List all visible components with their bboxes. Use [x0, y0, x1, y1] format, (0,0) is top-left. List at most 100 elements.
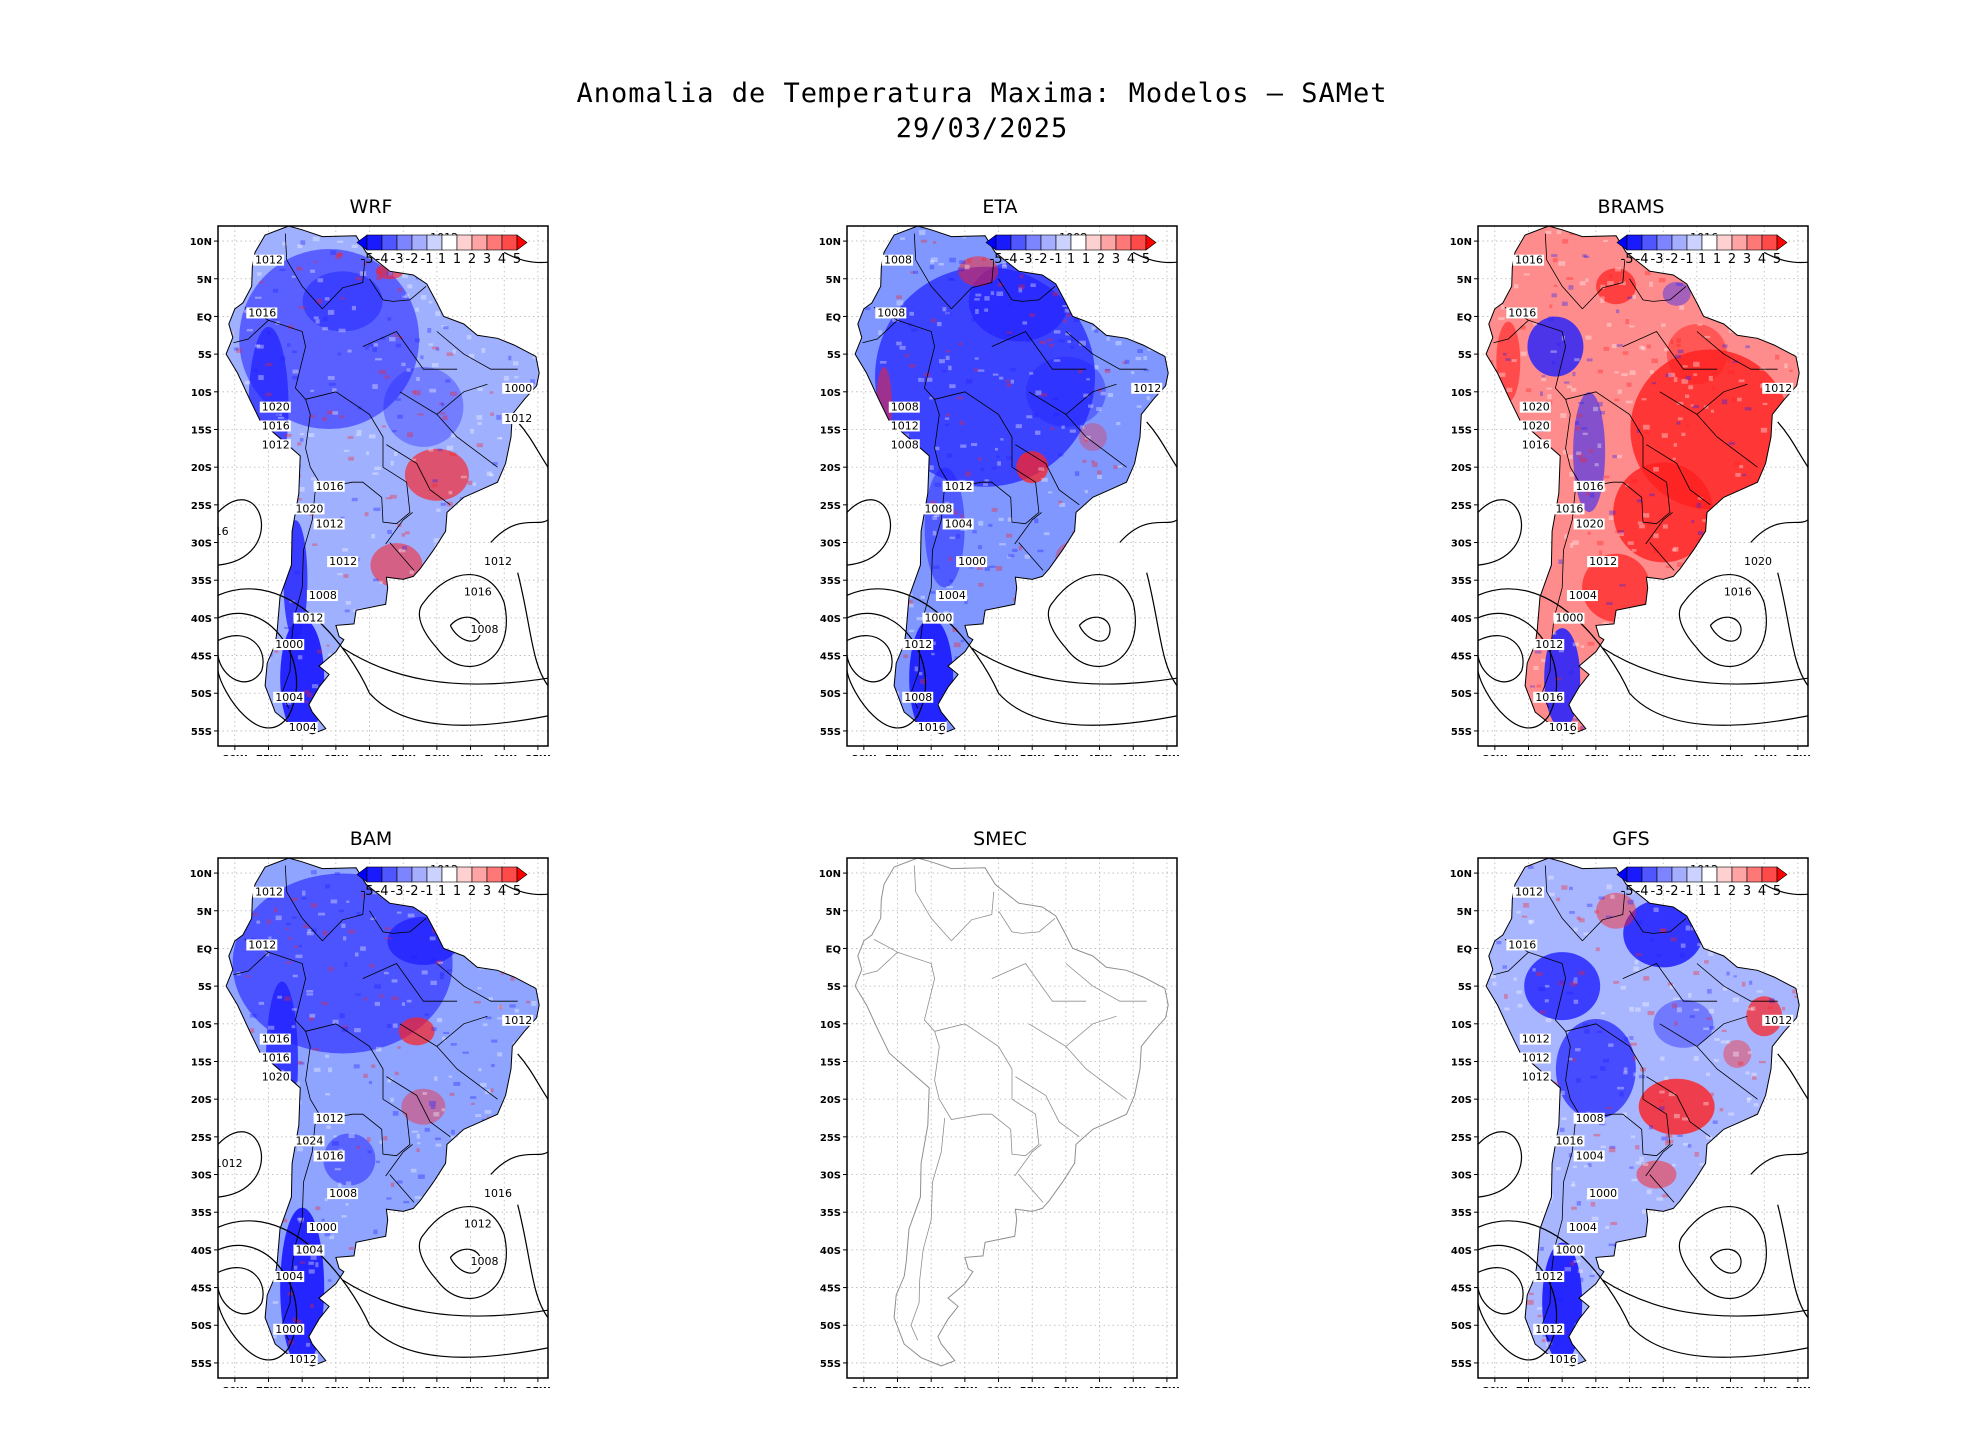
country-border: [913, 865, 952, 942]
colorbar-swatch: [1040, 234, 1057, 251]
lat-tick-label: 30S: [191, 1171, 212, 1182]
map-frame: [1477, 225, 1809, 747]
lat-tick-label: 45S: [1451, 652, 1472, 663]
contour-label: 1012: [484, 555, 512, 568]
colorbar-swatch: [426, 234, 443, 251]
country-border: [1018, 542, 1044, 571]
contour-label: 1012: [262, 438, 290, 451]
country-border: [1544, 233, 1583, 310]
country-border: [409, 917, 427, 933]
lon-tick-label: 35W: [1154, 754, 1179, 756]
contour-label: 1012: [329, 555, 357, 568]
colorbar: -5 -4 -3 -2 -1 1 1 2 3 4 5: [1616, 866, 1788, 899]
colorbar-label: -4: [1636, 884, 1649, 899]
colorbar-swatch: [1100, 234, 1117, 251]
contour-label: 1012: [1589, 555, 1617, 568]
colorbar-swatch: [411, 234, 428, 251]
lon-tick-label: 60W: [357, 1386, 382, 1388]
country-border: [362, 963, 458, 1002]
colorbar-swatch: [471, 866, 488, 883]
colorbar: -5 -4 -3 -2 -1 1 1 2 3 4 5: [356, 866, 528, 899]
colorbar-label: -4: [376, 252, 389, 267]
lat-tick-label: 15S: [191, 1057, 212, 1068]
colorbar-swatch: [1686, 866, 1703, 883]
map-svg: 1012 1012 1012 1016 1016 1020 1012 1024 1016 1008…: [190, 857, 550, 1388]
lon-tick-label: 65W: [1583, 754, 1608, 756]
colorbar-label: 2: [468, 884, 476, 899]
colorbar-label: -5: [990, 252, 1003, 267]
contour-label: 1012: [891, 419, 919, 432]
lon-tick-label: 45W: [1087, 1386, 1112, 1388]
lon-tick-label: 35W: [525, 754, 550, 756]
country-border: [862, 319, 898, 344]
lat-tick-label: 5N: [1457, 907, 1472, 918]
country-border: [934, 399, 940, 415]
colorbar-label: 1: [453, 252, 461, 267]
anomaly-field: [226, 226, 540, 734]
contour-label: 1000: [1555, 612, 1583, 625]
lon-tick-label: 60W: [1617, 1386, 1642, 1388]
contour-label: 1012: [1535, 638, 1563, 651]
country-border: [385, 1144, 413, 1177]
colorbar-label: 4: [1127, 252, 1135, 267]
lat-tick-label: 35S: [191, 576, 212, 587]
colorbar-label: 5: [1773, 252, 1781, 267]
contour-label: 1004: [275, 1270, 303, 1283]
map-area: [847, 858, 1177, 1378]
colorbar-label: 5: [1773, 884, 1781, 899]
colorbar-swatch: [1701, 234, 1718, 251]
colorbar-label: 1: [1713, 252, 1721, 267]
lat-tick-label: EQ: [197, 944, 212, 955]
colorbar-label: -2: [406, 884, 419, 899]
contour-label: 1008: [1576, 1112, 1604, 1125]
panel-title: SMEC: [973, 828, 1027, 850]
colorbar-swatch: [1070, 234, 1087, 251]
colorbar-label: 1: [1713, 884, 1721, 899]
map-svg: 1008 1008 1008 1008 1012 1008 1012 1008 1004 1000…: [819, 225, 1179, 756]
lon-tick-label: 40W: [1752, 754, 1777, 756]
colorbar-swatch: [1731, 866, 1748, 883]
colorbar-label: -2: [406, 252, 419, 267]
lat-tick-label: 5N: [197, 907, 212, 918]
country-border: [1612, 1098, 1671, 1157]
contour-label: 1012: [1515, 886, 1543, 899]
lon-tick-label: 70W: [1550, 754, 1575, 756]
colorbar-label: 4: [1758, 252, 1766, 267]
lat-tick-label: 20S: [820, 463, 841, 474]
contour-label: 1012: [248, 938, 276, 951]
lat-tick-label: 20S: [1451, 463, 1472, 474]
contour-label: 1008: [329, 1187, 357, 1200]
contour-label: 1016: [316, 1149, 344, 1162]
map-svg: 1016 1016 1016 1020 1020 1016 1016 1016 1020 1012…: [1450, 225, 1810, 756]
country-border: [1612, 466, 1671, 525]
colorbar-label: 3: [1112, 252, 1120, 267]
country-border: [981, 1098, 1040, 1157]
contour-label: 1016: [262, 419, 290, 432]
contour-label: 1020: [1744, 555, 1772, 568]
country-border: [1669, 285, 1687, 301]
lon-tick-label: 70W: [290, 1386, 315, 1388]
map-frame: [846, 225, 1178, 747]
country-border: [386, 444, 451, 506]
lat-tick-label: 20S: [191, 1095, 212, 1106]
country-border: [1065, 1046, 1127, 1100]
panel-title: WRF: [349, 196, 393, 218]
contour-label: 1012: [316, 1112, 344, 1125]
lon-tick-label: 60W: [357, 754, 382, 756]
lat-tick-label: 50S: [191, 689, 212, 700]
contour-label: 1012: [255, 886, 283, 899]
country-border: [897, 951, 936, 1032]
lon-tick-label: 45W: [458, 1386, 483, 1388]
coastline: [225, 226, 540, 735]
lat-tick-label: 5S: [198, 350, 212, 361]
lat-tick-label: 10S: [1451, 1020, 1472, 1031]
map-svg: 10N 5N EQ 5S 10S 15S 20S 25S 30S 35S 40S 45S 50S 55S 8…: [819, 857, 1179, 1388]
panel-title: BAM: [349, 828, 393, 850]
colorbar-swatch: [1025, 234, 1042, 251]
contour-label: 1016: [464, 585, 492, 598]
country-border: [873, 939, 898, 953]
lat-tick-label: 50S: [820, 689, 841, 700]
colorbar-swatch: [1010, 234, 1027, 251]
country-border: [897, 319, 936, 400]
contour-label: 1024: [295, 1134, 323, 1147]
